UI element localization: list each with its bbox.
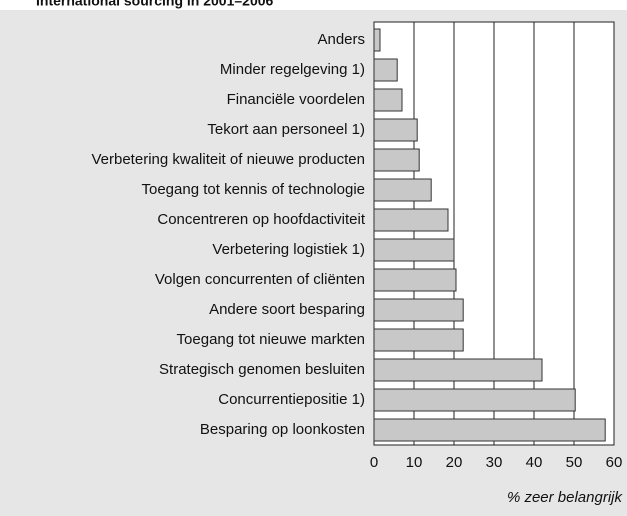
y-tick-label: Toegang tot nieuwe markten	[177, 331, 365, 348]
x-tick-label: 30	[486, 454, 503, 471]
bar	[373, 118, 418, 142]
y-tick-label: Tekort aan personeel 1)	[207, 121, 365, 138]
y-tick-label: Verbetering kwaliteit of nieuwe producte…	[91, 151, 365, 168]
y-tick-label: Toegang tot kennis of technologie	[142, 181, 366, 198]
bar	[373, 148, 420, 172]
bar	[373, 58, 398, 82]
x-tick-label: 50	[566, 454, 583, 471]
bar	[373, 358, 543, 382]
x-tick-label: 20	[446, 454, 463, 471]
y-tick-label: Financiële voordelen	[227, 91, 365, 108]
y-tick-label: Minder regelgeving 1)	[220, 61, 365, 78]
x-axis-label: % zeer belangrijk	[507, 489, 624, 506]
bar	[373, 418, 606, 442]
y-tick-label: Concurrentiepositie 1)	[218, 391, 365, 408]
bar	[373, 88, 403, 112]
bar	[373, 328, 464, 352]
y-tick-label: Verbetering logistiek 1)	[212, 241, 365, 258]
bar	[373, 268, 457, 292]
bar	[373, 298, 464, 322]
x-tick-label: 0	[370, 454, 378, 471]
x-tick-label: 10	[406, 454, 423, 471]
y-tick-label: Andere soort besparing	[209, 301, 365, 318]
bar	[373, 208, 449, 232]
bar	[373, 178, 432, 202]
y-tick-label: Concentreren op hoofdactiviteit	[157, 211, 365, 228]
bar	[373, 28, 381, 52]
bar	[373, 238, 455, 262]
y-tick-label: Volgen concurrenten of cliënten	[155, 271, 365, 288]
bar	[373, 388, 576, 412]
x-tick-label: 60	[606, 454, 623, 471]
chart-title: International sourcing in 2001–2006	[36, 0, 274, 9]
x-tick-label: 40	[526, 454, 543, 471]
y-tick-label: Besparing op loonkosten	[200, 421, 365, 438]
y-tick-label: Anders	[317, 31, 365, 48]
y-tick-label: Strategisch genomen besluiten	[159, 361, 365, 378]
